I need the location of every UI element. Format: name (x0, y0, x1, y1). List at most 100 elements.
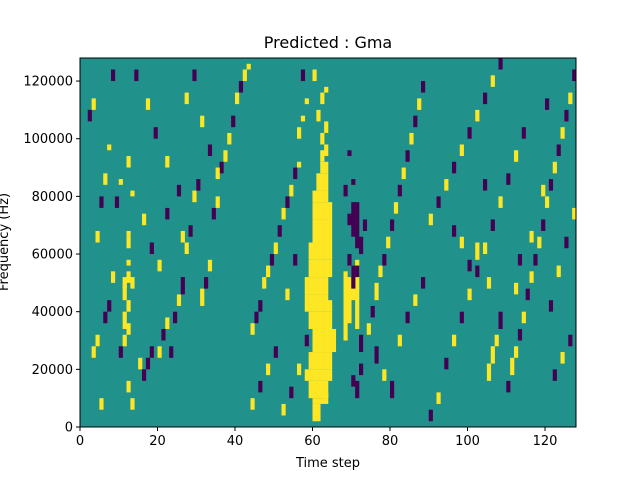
heatmap-cell (320, 161, 325, 174)
heatmap-cell (483, 92, 488, 105)
heatmap-cell (308, 294, 313, 312)
heatmap-cell (91, 98, 96, 110)
heatmap-cell (134, 69, 139, 82)
heatmap-cell (324, 144, 329, 157)
x-tick-label: 40 (227, 434, 244, 449)
heatmap-cell (250, 323, 255, 335)
heatmap-cell (506, 380, 511, 393)
heatmap-cell (266, 363, 271, 376)
heatmap-cell (126, 156, 131, 168)
heatmap-cell (467, 127, 472, 139)
heatmap-cell (173, 311, 178, 324)
heatmap-cell (397, 334, 402, 347)
heatmap-cell (552, 161, 557, 174)
heatmap-cell (285, 288, 290, 301)
heatmap-cell (351, 179, 356, 185)
heatmap-cell (320, 369, 325, 381)
heatmap-cell (486, 277, 492, 289)
heatmap-cell (328, 219, 333, 243)
heatmap-cell (312, 352, 317, 370)
heatmap-cell (359, 363, 364, 376)
heatmap-cell (320, 242, 325, 260)
heatmap-cell (552, 369, 557, 381)
x-tick-label: 80 (382, 434, 399, 449)
heatmap-cell (324, 277, 329, 295)
heatmap-cell (498, 311, 503, 329)
heatmap-cell (428, 409, 433, 422)
x-tick-label: 100 (455, 434, 480, 449)
heatmap-cell (126, 380, 131, 393)
heatmap-cell (347, 277, 352, 324)
x-axis: 0 20 40 60 80 100 120 (76, 427, 558, 449)
heatmap-cell (297, 127, 302, 139)
heatmap-cell (324, 352, 329, 370)
heatmap-cell (328, 259, 333, 278)
heatmap-cell (459, 236, 464, 249)
heatmap-cell (238, 81, 244, 93)
x-tick-label: 20 (149, 434, 166, 449)
x-axis-label: Time step (295, 456, 360, 471)
heatmap-cell (281, 403, 286, 416)
heatmap-cell (130, 277, 135, 289)
heatmap-cell (320, 380, 325, 399)
heatmap-cell (130, 398, 135, 410)
heatmap-cell (281, 207, 286, 220)
heatmap-cell (308, 352, 313, 370)
heatmap-cell (510, 357, 515, 376)
heatmap-cell (235, 92, 240, 105)
heatmap-cell (517, 254, 523, 266)
heatmap-cell (192, 190, 197, 203)
heatmap-cell (421, 277, 426, 289)
heatmap-cell (428, 213, 433, 226)
heatmap-cell (548, 300, 554, 312)
heatmap-cell (176, 184, 182, 197)
x-tick-label: 120 (533, 434, 558, 449)
heatmap-cell (95, 230, 100, 243)
heatmap-cell (525, 288, 530, 301)
heatmap-cell (331, 328, 337, 353)
heatmap-cell (111, 69, 116, 82)
heatmap-cell (165, 156, 170, 168)
heatmap-cell (324, 380, 329, 399)
heatmap-cell (393, 202, 399, 214)
heatmap-cell (405, 311, 410, 324)
heatmap-cell (521, 311, 526, 324)
heatmap-cell (215, 196, 220, 208)
heatmap-cell (444, 357, 449, 370)
heatmap-cell (300, 69, 306, 82)
heatmap-cell (444, 179, 449, 191)
y-tick-label: 100000 (23, 132, 73, 147)
heatmap-cell (320, 173, 325, 191)
y-tick-label: 80000 (32, 190, 73, 205)
heatmap-cell (312, 311, 317, 329)
heatmap-cell (537, 236, 542, 249)
heatmap-cell (362, 219, 368, 231)
heatmap-cell (328, 300, 333, 312)
heatmap-cell (541, 219, 546, 231)
heatmap-cell (297, 363, 302, 376)
heatmap-cell (324, 219, 329, 243)
heatmap-cell (312, 369, 317, 381)
heatmap-cell (316, 403, 321, 422)
plot-frame (79, 57, 577, 428)
heatmap-cell (308, 380, 313, 399)
heatmap-cell (351, 202, 356, 237)
heatmap-cell (324, 161, 329, 174)
heatmap-cell (192, 69, 197, 82)
heatmap-cell (382, 254, 387, 266)
heatmap-cell (320, 294, 325, 312)
heatmap-cell (149, 242, 154, 255)
heatmap-cell (153, 127, 158, 139)
heatmap-cell (316, 311, 321, 329)
heatmap-cell (355, 265, 360, 278)
heatmap-cell (316, 259, 321, 278)
heatmap-cell (316, 219, 321, 243)
heatmap-cell (320, 150, 325, 162)
heatmap-cell (231, 115, 236, 128)
heatmap-cell (87, 109, 92, 122)
heatmap-cell (436, 196, 441, 208)
heatmap-cell (320, 219, 325, 243)
heatmap-cell (126, 300, 131, 312)
heatmap-cell (355, 380, 360, 399)
heatmap-cell (184, 242, 189, 255)
